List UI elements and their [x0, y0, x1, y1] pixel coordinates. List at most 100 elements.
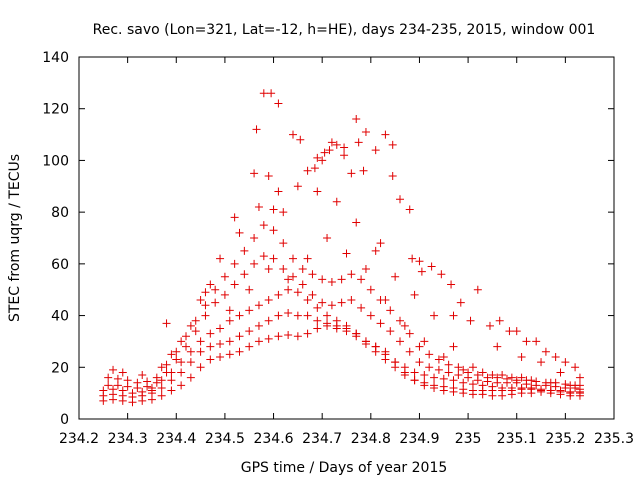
axis-ticks: 234.2 234.3 234.4 234.5 234.6 234.7 234.8 234.9… — [42, 50, 634, 447]
data-point — [400, 321, 409, 330]
data-point — [517, 383, 526, 392]
data-point — [430, 381, 439, 390]
data-point — [439, 352, 448, 361]
data-point — [206, 342, 215, 351]
data-point — [439, 374, 448, 383]
data-point — [405, 347, 414, 356]
data-point — [468, 363, 477, 372]
x-tick-label: 234.6 — [253, 431, 293, 447]
data-point — [293, 311, 302, 320]
data-point — [381, 350, 390, 359]
data-point — [408, 254, 417, 263]
data-point — [269, 226, 278, 235]
x-tick-label: 234.3 — [108, 431, 148, 447]
data-point — [503, 374, 511, 383]
data-point — [225, 306, 234, 315]
data-point — [325, 146, 334, 155]
data-point — [230, 280, 239, 289]
data-point — [293, 332, 302, 341]
data-point — [303, 311, 312, 320]
data-point — [415, 257, 424, 266]
data-point — [391, 272, 400, 281]
data-point — [512, 327, 521, 336]
data-point — [254, 337, 263, 346]
chart-title: Rec. savo (Lon=321, Lat=-12, h=HE), days… — [93, 22, 596, 38]
data-point — [410, 368, 419, 377]
data-point — [313, 324, 322, 333]
data-point — [332, 140, 341, 149]
data-point — [318, 275, 327, 284]
data-point — [298, 280, 307, 289]
data-point — [296, 135, 305, 144]
data-point — [313, 187, 322, 196]
data-point — [381, 296, 390, 305]
data-point — [352, 218, 361, 227]
data-point — [167, 350, 176, 359]
data-point — [444, 368, 453, 377]
data-point — [527, 376, 536, 385]
data-point — [245, 285, 254, 294]
data-point — [478, 381, 487, 390]
data-point — [340, 151, 349, 160]
data-point — [279, 239, 288, 248]
data-point — [235, 228, 244, 237]
data-point — [541, 347, 550, 356]
data-point — [284, 330, 293, 339]
data-point — [167, 376, 176, 385]
data-point — [483, 373, 492, 382]
data-point — [279, 265, 288, 274]
data-point — [254, 321, 263, 330]
data-point — [318, 156, 327, 165]
data-point — [517, 373, 526, 382]
data-point — [425, 350, 434, 359]
data-point — [118, 368, 127, 377]
y-tick-label: 60 — [51, 257, 69, 273]
data-point — [361, 337, 370, 346]
data-point — [415, 342, 424, 351]
data-point — [259, 89, 268, 98]
data-point — [313, 153, 322, 162]
y-tick-label: 40 — [51, 309, 69, 325]
data-point — [216, 324, 225, 333]
data-point — [216, 352, 225, 361]
data-point — [410, 290, 419, 299]
data-point — [420, 337, 429, 346]
data-point — [274, 311, 283, 320]
data-point — [337, 298, 346, 307]
data-point — [206, 329, 215, 338]
data-point — [191, 327, 200, 336]
x-tick-label: 235.2 — [545, 431, 585, 447]
data-point — [405, 329, 414, 338]
data-point — [196, 296, 205, 305]
data-point — [211, 298, 220, 307]
data-point — [391, 358, 400, 367]
y-tick-label: 20 — [51, 360, 69, 376]
data-point — [505, 327, 514, 336]
data-point — [493, 342, 502, 351]
data-point — [371, 146, 380, 155]
data-point — [104, 381, 113, 390]
data-point — [308, 270, 317, 279]
data-point — [517, 352, 526, 361]
data-point — [318, 298, 327, 307]
data-point — [138, 371, 147, 380]
data-point — [386, 306, 395, 315]
x-axis-label: GPS time / Days of year 2015 — [241, 460, 448, 476]
data-point — [284, 308, 293, 317]
data-point — [274, 290, 283, 299]
data-point — [279, 208, 288, 217]
data-point — [561, 380, 570, 389]
data-point — [376, 319, 385, 328]
data-point — [225, 316, 234, 325]
data-point — [123, 376, 132, 385]
data-point — [230, 213, 239, 222]
data-point — [396, 195, 404, 204]
data-point — [177, 368, 186, 377]
data-point — [551, 352, 560, 361]
data-point — [264, 334, 273, 343]
data-point — [488, 382, 497, 391]
data-point — [405, 205, 414, 214]
data-point — [264, 316, 273, 325]
data-point — [104, 373, 113, 382]
data-point — [347, 270, 356, 279]
